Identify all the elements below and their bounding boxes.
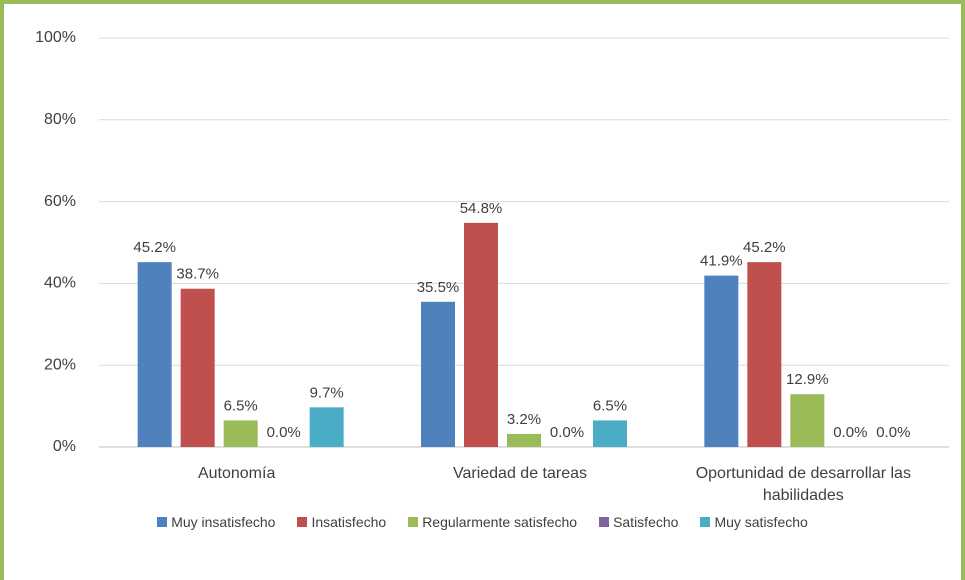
value-label: 6.5% <box>593 397 627 414</box>
bar <box>223 420 258 447</box>
y-tick-label: 80% <box>44 111 76 128</box>
legend-swatch <box>700 517 711 527</box>
value-label: 0.0% <box>876 424 910 441</box>
value-label: 12.9% <box>786 371 829 388</box>
legend-swatch <box>297 517 308 527</box>
y-tick-label: 0% <box>53 438 76 455</box>
bar <box>464 222 498 447</box>
y-tick-label: 60% <box>44 193 76 210</box>
value-label: 54.8% <box>460 200 503 217</box>
y-tick-label: 40% <box>44 275 76 292</box>
bar <box>137 262 172 447</box>
bar <box>309 407 344 447</box>
value-label: 0.0% <box>833 424 867 441</box>
bar <box>507 433 541 447</box>
legend-swatch <box>599 517 610 527</box>
legend-item: Satisfecho <box>599 514 678 530</box>
y-tick-label: 100% <box>35 29 76 46</box>
legend: Muy insatisfecho Insatisfecho Regularmente… <box>4 514 961 530</box>
legend-swatch <box>408 517 419 527</box>
value-label: 45.2% <box>743 239 786 256</box>
value-label: 41.9% <box>700 253 743 270</box>
value-label: 0.0% <box>267 424 301 441</box>
bar <box>790 394 825 447</box>
legend-label: Regularmente satisfecho <box>422 514 578 530</box>
x-tick-label: Oportunidad de desarrollar las habilidad… <box>695 465 911 504</box>
value-label: 35.5% <box>417 279 460 296</box>
legend-item: Muy insatisfecho <box>157 514 275 530</box>
bar <box>180 288 215 447</box>
legend-swatch <box>157 517 168 527</box>
value-label: 3.2% <box>507 411 541 428</box>
x-tick-label: Variedad de tareas <box>452 465 587 482</box>
value-label: 45.2% <box>133 239 176 256</box>
legend-item: Insatisfecho <box>297 514 386 530</box>
value-label: 38.7% <box>176 266 219 283</box>
y-tick-label: 20% <box>44 356 76 373</box>
bar <box>593 420 627 447</box>
legend-label: Satisfecho <box>613 514 679 530</box>
bar <box>421 301 455 447</box>
legend-item: Muy satisfecho <box>700 514 808 530</box>
value-label: 6.5% <box>224 397 258 414</box>
legend-label: Muy satisfecho <box>714 514 808 530</box>
legend-item: Regularmente satisfecho <box>408 514 577 530</box>
bar <box>747 262 782 447</box>
x-tick-label: Autonomía <box>197 465 276 482</box>
legend-label: Insatisfecho <box>311 514 387 530</box>
bar <box>704 275 739 447</box>
chart: 0%20%40%60%80%100%45.2%38.7%6.5%0.0%9.7%… <box>35 29 949 455</box>
legend-label: Muy insatisfecho <box>171 514 276 530</box>
value-label: 9.7% <box>310 384 344 401</box>
value-label: 0.0% <box>550 424 584 441</box>
